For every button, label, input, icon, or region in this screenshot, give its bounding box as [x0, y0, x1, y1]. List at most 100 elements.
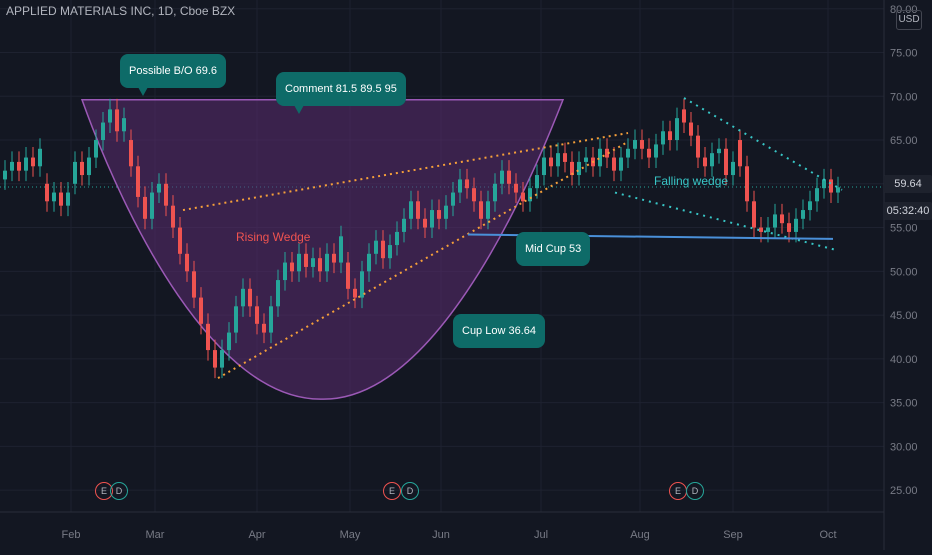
- y-tick-label: 75.00: [890, 48, 918, 60]
- y-tick-label: 25.00: [890, 485, 918, 497]
- candle-body: [262, 323, 266, 333]
- candle-body: [220, 350, 224, 368]
- currency-badge[interactable]: USD: [896, 10, 922, 30]
- possible-breakout-callout[interactable]: Possible B/O 69.6: [120, 54, 227, 96]
- y-tick-label: 50.00: [890, 266, 918, 278]
- candle-body: [836, 187, 840, 193]
- earnings-icon[interactable]: E: [383, 482, 401, 500]
- candle-body: [360, 271, 364, 298]
- dividend-icon[interactable]: D: [110, 482, 128, 500]
- candle-body: [304, 253, 308, 267]
- candle-body: [549, 157, 553, 167]
- candle-body: [318, 258, 322, 272]
- candle-body: [80, 161, 84, 176]
- candle-body: [829, 179, 833, 193]
- candle-body: [339, 236, 343, 263]
- earnings-icon[interactable]: E: [669, 482, 687, 500]
- cup-shape: [80, 99, 565, 400]
- candle-body: [192, 271, 196, 298]
- candle-body: [458, 179, 462, 193]
- candle-body: [353, 288, 357, 298]
- x-tick-label: Aug: [630, 529, 650, 541]
- candle-body: [227, 332, 231, 351]
- candle-body: [178, 227, 182, 254]
- y-tick-label: 30.00: [890, 441, 918, 453]
- countdown-label: 05:32:40: [884, 202, 932, 220]
- candle-body: [164, 183, 168, 206]
- candle-body: [17, 161, 21, 171]
- candle-body: [633, 140, 637, 149]
- x-tick-label: Jul: [534, 529, 548, 541]
- candle-body: [38, 148, 42, 167]
- candle-body: [94, 140, 98, 158]
- rising-wedge-lower[interactable]: [217, 140, 629, 379]
- candle-body: [24, 157, 28, 171]
- candle-body: [521, 192, 525, 202]
- dividend-icon[interactable]: D: [401, 482, 419, 500]
- candle-body: [108, 109, 112, 123]
- y-tick-label: 40.00: [890, 354, 918, 366]
- candle-body: [122, 118, 126, 132]
- candle-body: [696, 135, 700, 158]
- candle-body: [486, 201, 490, 219]
- candle-body: [570, 161, 574, 176]
- x-tick-label: Oct: [819, 529, 836, 541]
- candle-body: [682, 109, 686, 123]
- y-tick-label: 70.00: [890, 91, 918, 103]
- candle-body: [605, 148, 609, 158]
- candle-body: [577, 161, 581, 176]
- y-tick-label: 45.00: [890, 310, 918, 322]
- x-tick-label: Sep: [723, 529, 743, 541]
- candle-body: [773, 214, 777, 228]
- candle-body: [283, 262, 287, 281]
- candle-body: [535, 175, 539, 189]
- candle-body: [416, 201, 420, 219]
- candle-body: [129, 140, 133, 167]
- candle-body: [444, 205, 448, 219]
- dividend-icon[interactable]: D: [686, 482, 704, 500]
- candle-body: [332, 253, 336, 263]
- candle-body: [346, 262, 350, 289]
- candle-body: [136, 166, 140, 197]
- x-tick-label: Jun: [432, 529, 450, 541]
- candle-body: [493, 183, 497, 202]
- candle-body: [45, 183, 49, 202]
- candle-body: [10, 161, 14, 171]
- candle-body: [241, 288, 245, 307]
- candle-body: [745, 166, 749, 202]
- candle-body: [437, 210, 441, 219]
- candle-body: [185, 253, 189, 272]
- last-price-label: 59.64: [884, 175, 932, 193]
- cup-outline[interactable]: [80, 99, 565, 400]
- candle-body: [619, 157, 623, 171]
- candle-body: [808, 201, 812, 211]
- cup-low-callout[interactable]: Cup Low 36.64: [453, 314, 545, 348]
- falling-wedge-upper[interactable]: [683, 97, 843, 191]
- candle-body: [269, 306, 273, 333]
- candle-body: [500, 170, 504, 184]
- candle-body: [724, 148, 728, 176]
- candle-body: [528, 188, 532, 202]
- candle-body: [731, 161, 735, 176]
- x-tick-label: Feb: [62, 529, 81, 541]
- mid-cup-callout[interactable]: Mid Cup 53: [516, 232, 591, 266]
- candle-body: [451, 192, 455, 206]
- candle-body: [59, 192, 63, 206]
- candle-body: [661, 131, 665, 145]
- comment-callout[interactable]: Comment 81.5 89.5 95: [276, 72, 406, 114]
- y-tick-label: 65.00: [890, 135, 918, 147]
- y-tick-label: 35.00: [890, 398, 918, 410]
- candle-body: [3, 170, 7, 180]
- candle-body: [598, 148, 602, 167]
- candle-body: [822, 179, 826, 189]
- candle-body: [52, 192, 56, 202]
- candle-body: [626, 148, 630, 158]
- falling-wedge-lower[interactable]: [614, 191, 835, 251]
- candle-body: [248, 288, 252, 307]
- candle-body: [367, 253, 371, 272]
- x-tick-label: May: [340, 529, 361, 541]
- candle-body: [752, 201, 756, 228]
- candle-body: [759, 227, 763, 232]
